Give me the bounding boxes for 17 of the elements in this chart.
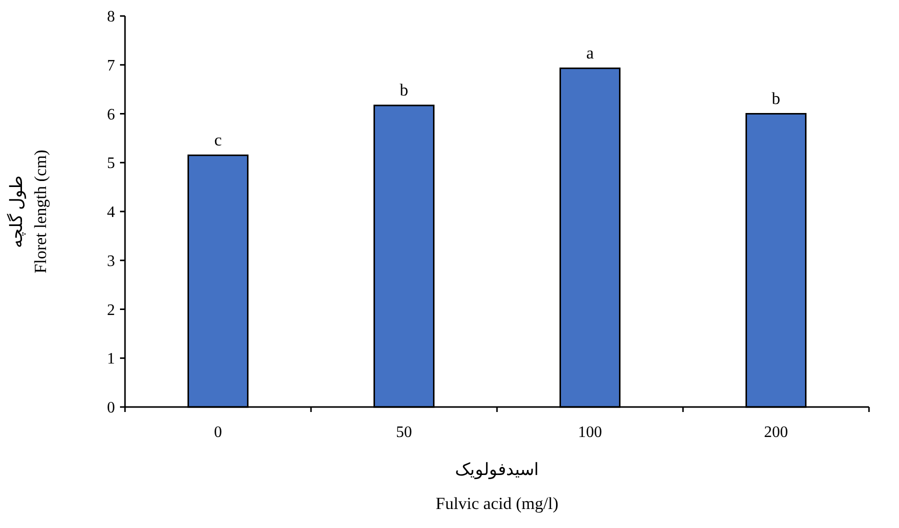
annotation: b	[400, 80, 408, 100]
y-tick-label: 2	[107, 302, 115, 319]
y-tick-label: 6	[107, 106, 115, 124]
y-tick-label: 5	[107, 155, 115, 172]
y-tick-label: 7	[107, 57, 115, 74]
x-tick-label: 200	[764, 424, 788, 441]
y-tick-label: 1	[107, 350, 115, 368]
x-tick-label: 100	[578, 424, 602, 441]
annotation: b	[772, 88, 780, 108]
y-tick-label: 0	[107, 400, 115, 417]
y-tick-label: 4	[107, 204, 115, 222]
y-tick-label: 3	[107, 252, 115, 270]
x-tick-label: 50	[396, 424, 412, 441]
x-tick-label: 0	[214, 424, 222, 441]
annotation: a	[586, 43, 594, 62]
y-tick-label: 8	[107, 8, 115, 26]
annotation: c	[214, 130, 222, 150]
